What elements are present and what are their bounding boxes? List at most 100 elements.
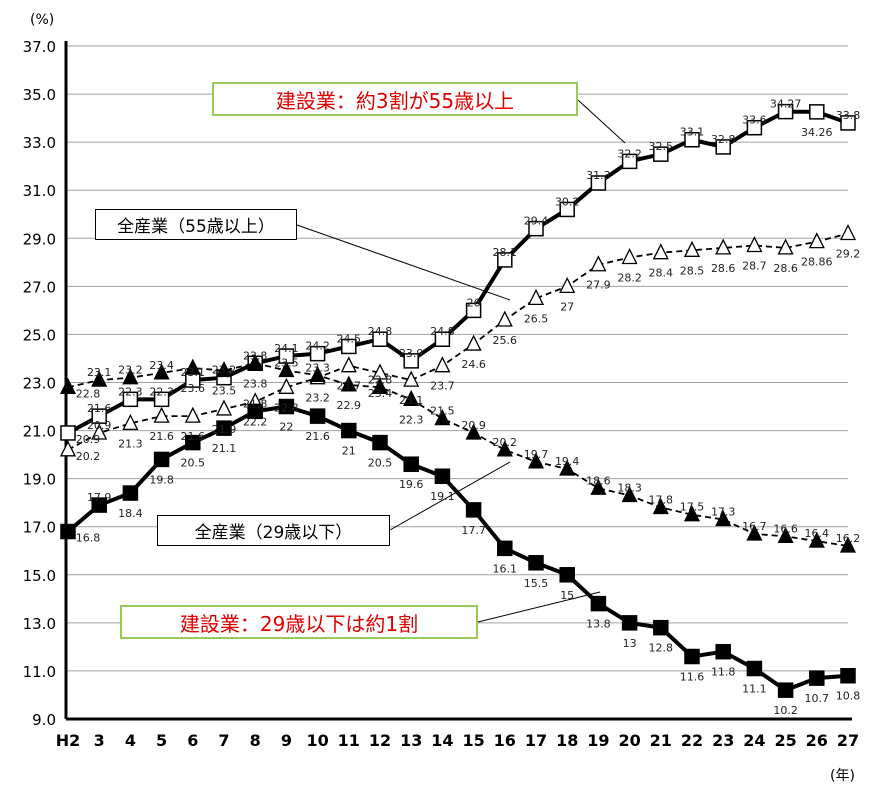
- data-point-const55: [403, 353, 419, 369]
- data-label-const55: 23.2: [212, 364, 237, 377]
- data-label-const29: 19.6: [399, 478, 424, 491]
- data-label-const55: 23.1: [181, 366, 206, 379]
- data-point-const55: [809, 104, 825, 120]
- data-label-all29: 22.8: [368, 373, 393, 386]
- y-unit-label: (%): [30, 12, 54, 28]
- data-label-const29: 20.5: [368, 457, 393, 470]
- series-line-const29: [66, 404, 849, 693]
- annotation-construction-29: 建設業：29歳以下は約1割: [120, 605, 478, 639]
- data-point-all55: [808, 232, 825, 249]
- data-point-all29: [746, 524, 763, 541]
- x-tick-label: 8: [250, 731, 261, 750]
- data-label-all29: 16.7: [742, 520, 767, 533]
- data-point-all29: [247, 353, 264, 370]
- data-label-const29: 21: [342, 445, 356, 458]
- data-point-all29: [777, 526, 794, 543]
- data-point-const55: [434, 331, 451, 347]
- data-label-all55: 21.3: [118, 437, 143, 450]
- annotation-all-55: 全産業（55歳以上）: [95, 209, 297, 240]
- data-point-all55: [153, 406, 170, 423]
- data-label-all29: 19.7: [524, 448, 549, 461]
- x-tick-label: 5: [156, 731, 167, 750]
- x-tick-label: 7: [218, 731, 229, 750]
- data-point-all55: [434, 356, 451, 373]
- data-point-const29: [746, 660, 763, 677]
- x-tick-label: 27: [837, 731, 859, 750]
- data-label-const55: 24.5: [337, 332, 362, 345]
- data-point-const55: [653, 146, 669, 162]
- data-label-all29: 23.8: [243, 377, 268, 390]
- data-point-const55: [122, 391, 139, 408]
- x-tick-label: 12: [369, 731, 391, 750]
- data-label-const55: 29.4: [524, 215, 549, 228]
- x-tick-label: 3: [94, 731, 105, 750]
- data-point-all55: [215, 399, 233, 416]
- data-label-const29: 11.6: [680, 671, 705, 684]
- data-label-all55: 28.6: [711, 262, 736, 275]
- data-label-all29: 23.2: [118, 364, 143, 377]
- data-point-const29: [60, 523, 76, 540]
- x-tick-label: 17: [525, 731, 547, 750]
- data-label-const29: 17.9: [87, 491, 112, 504]
- data-label-all55: 28.5: [680, 264, 705, 277]
- x-tick-label: 9: [281, 731, 292, 750]
- data-point-all29: [715, 510, 732, 527]
- y-tick-label: 9.0: [32, 711, 56, 729]
- data-label-all55: 20.9: [87, 419, 112, 432]
- data-label-all55: 28.86: [801, 256, 833, 269]
- data-point-const55: [372, 331, 388, 347]
- data-point-const29: [91, 497, 107, 513]
- data-point-all55: [715, 238, 732, 255]
- data-point-all29: [434, 409, 451, 426]
- data-point-const29: [497, 540, 513, 557]
- data-label-const55: 24.1: [274, 342, 299, 355]
- data-point-all55: [403, 370, 420, 387]
- data-point-all55: [839, 224, 857, 241]
- data-label-const29: 10.8: [836, 690, 861, 703]
- data-point-const55: [746, 119, 763, 136]
- data-point-all55: [559, 276, 576, 294]
- data-point-const29: [777, 682, 794, 698]
- data-label-const55: 24.8: [368, 325, 393, 338]
- data-point-all55: [184, 406, 201, 423]
- x-tick-label: 10: [306, 731, 328, 750]
- data-label-all55: 28.7: [742, 259, 767, 272]
- data-label-all29: 16.2: [836, 532, 861, 545]
- y-tick-label: 31.0: [23, 182, 56, 200]
- data-label-all55: 23.2: [305, 392, 330, 405]
- data-label-all55: 24.6: [461, 358, 486, 371]
- y-tick-label: 13.0: [23, 615, 56, 633]
- data-label-all29: 17.3: [711, 506, 736, 519]
- x-tick-label: 23: [712, 731, 734, 750]
- x-tick-label: 21: [650, 731, 672, 750]
- data-label-all55: 28.2: [617, 272, 642, 285]
- data-point-const29: [621, 615, 638, 631]
- y-tick-label: 37.0: [23, 38, 56, 56]
- data-label-all55: 21.6: [149, 430, 174, 443]
- data-label-const29: 18.4: [118, 507, 143, 520]
- data-point-const29: [309, 408, 326, 424]
- data-label-const55: 31.3: [586, 169, 611, 182]
- x-tick-label: H2: [56, 731, 81, 750]
- y-tick-label: 23.0: [23, 375, 56, 393]
- data-point-const55: [153, 391, 170, 408]
- y-tick-label: 15.0: [23, 567, 56, 585]
- data-label-all29: 23.6: [181, 382, 206, 395]
- data-label-all55: 23.4: [368, 387, 393, 400]
- data-label-const29: 16.8: [76, 532, 101, 545]
- data-label-const29: 21.1: [212, 442, 237, 455]
- data-point-const29: [403, 456, 419, 472]
- data-label-all29: 21.5: [430, 405, 455, 418]
- data-point-all29: [371, 377, 389, 394]
- data-point-const55: [309, 345, 326, 362]
- y-tick-label: 17.0: [23, 519, 56, 537]
- annotation-leader-line: [296, 224, 511, 301]
- data-point-all29: [403, 389, 420, 406]
- data-point-all55: [340, 356, 357, 373]
- data-point-all29: [465, 423, 482, 440]
- data-label-const29: 21.8: [243, 397, 268, 410]
- x-unit-label: (年): [830, 768, 855, 784]
- data-label-all55: 22.8: [274, 401, 299, 414]
- y-tick-label: 11.0: [23, 663, 56, 681]
- data-point-all29: [309, 365, 326, 382]
